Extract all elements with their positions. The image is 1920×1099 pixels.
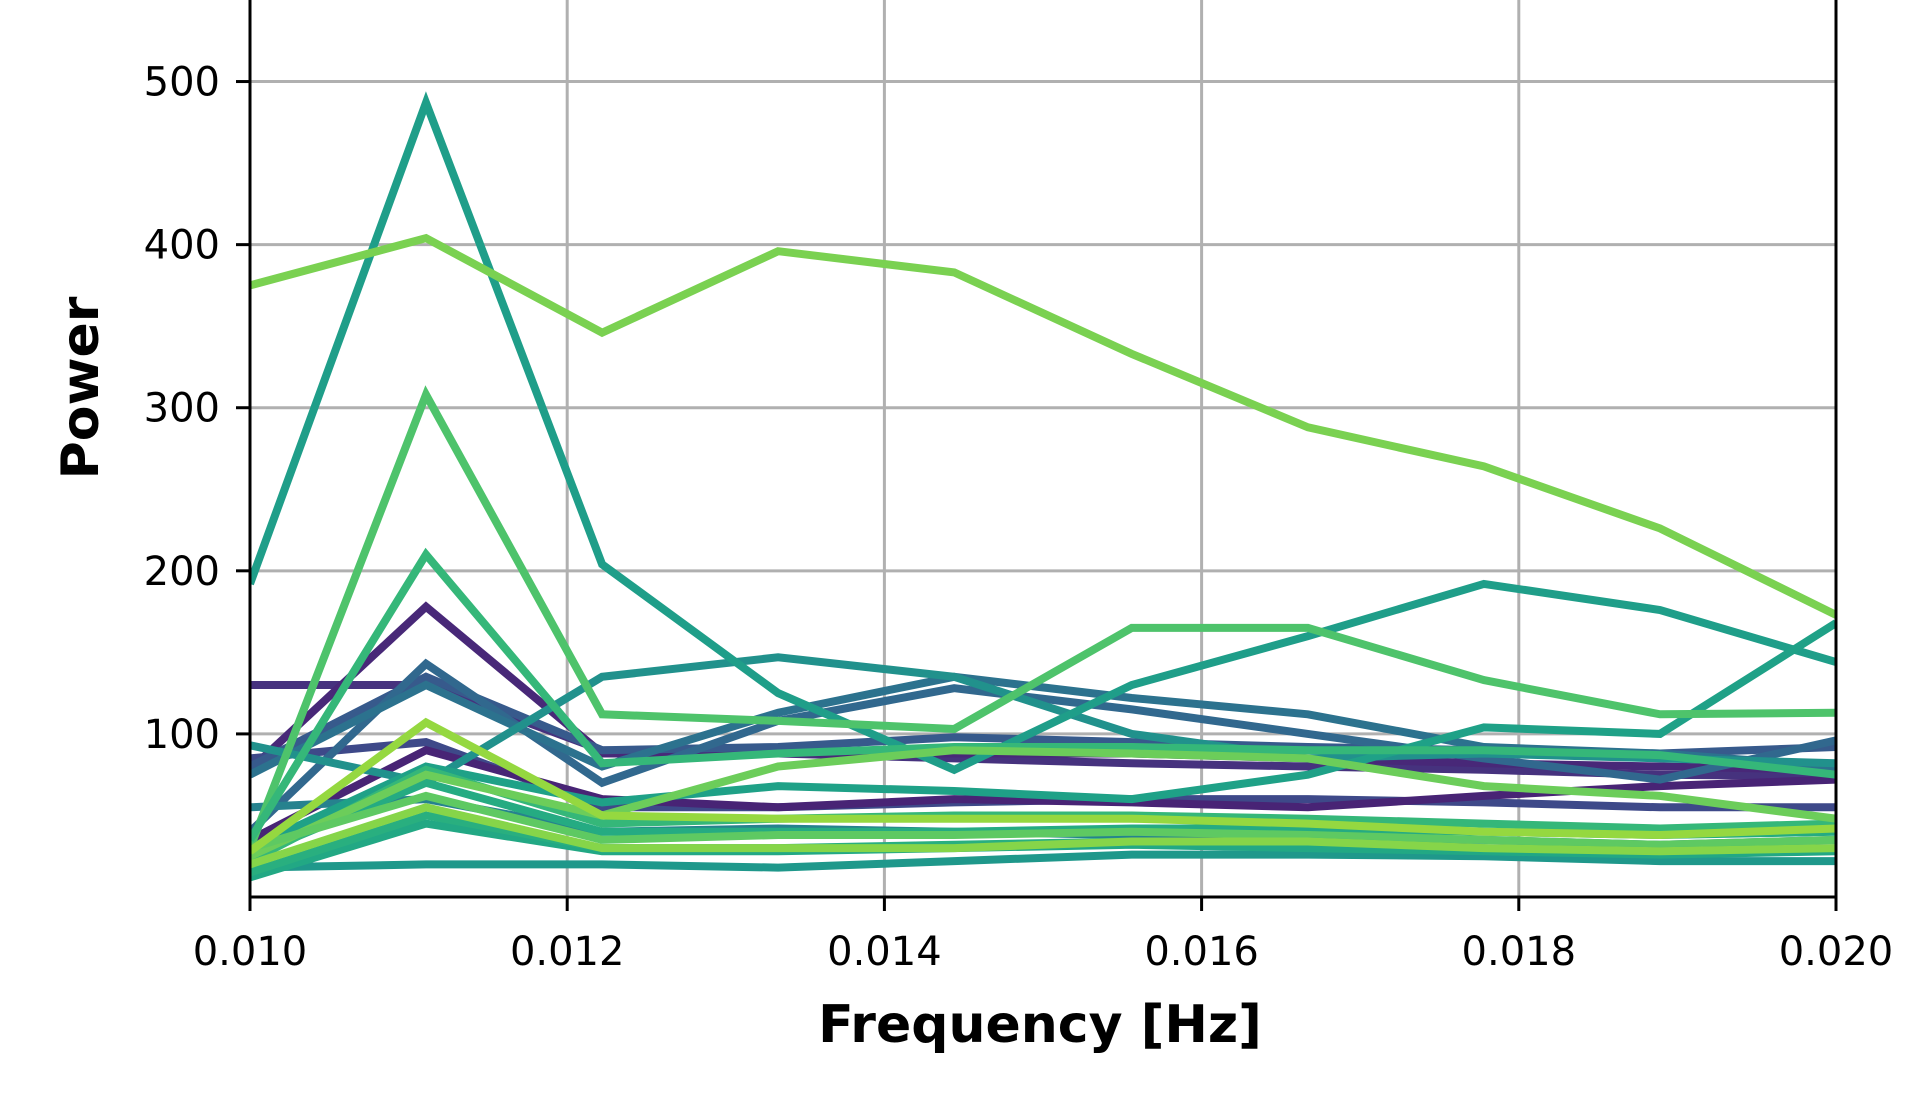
series-line-15 <box>250 547 1836 842</box>
x-ticks: 0.010 0.012 0.014 0.016 0.018 0.020 <box>193 897 1894 975</box>
series-line-12 <box>250 619 1836 852</box>
x-tick-label: 0.012 <box>510 929 625 975</box>
series-line-18 <box>250 850 1836 872</box>
y-axis-label: Power <box>51 296 111 479</box>
series-line-16 <box>250 746 1836 860</box>
series-line-10 <box>250 91 1836 775</box>
series-line-22 <box>250 717 1836 855</box>
y-tick-label: 300 <box>144 386 220 432</box>
series-line-14 <box>250 385 1836 850</box>
x-tick-label: 0.020 <box>1779 929 1894 975</box>
x-tick-label: 0.018 <box>1462 929 1577 975</box>
axes <box>248 0 1838 899</box>
y-tick-label: 200 <box>144 549 220 595</box>
x-axis-label: Frequency [Hz] <box>818 995 1262 1055</box>
x-tick-label: 0.016 <box>1144 929 1259 975</box>
series-line-21 <box>250 233 1836 619</box>
y-tick-label: 500 <box>144 60 220 106</box>
series-group <box>250 91 1836 882</box>
x-tick-label: 0.014 <box>827 929 942 975</box>
x-tick-label: 0.010 <box>193 929 308 975</box>
y-ticks: 100 200 300 400 500 <box>144 60 250 758</box>
y-tick-label: 400 <box>144 223 220 269</box>
y-tick-label: 100 <box>144 712 220 758</box>
series-line-17 <box>250 791 1836 852</box>
series-line-23 <box>250 803 1836 869</box>
